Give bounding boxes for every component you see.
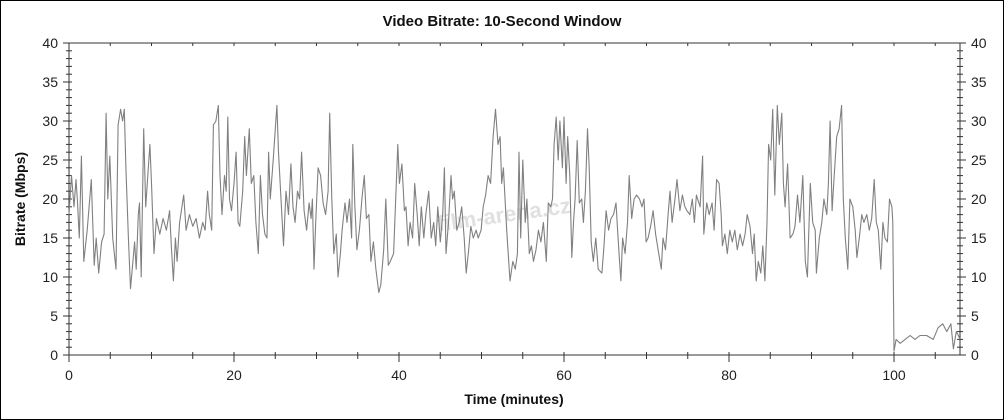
y-tick-label-left: 5 [50,308,58,324]
chart-title: Video Bitrate: 10-Second Window [383,13,622,30]
y-tick-label-right: 10 [971,269,987,285]
series-group [68,104,961,352]
x-tick-label: 0 [65,367,73,383]
y-tick-label-left: 20 [42,191,58,207]
y-tick-label-right: 25 [971,152,987,168]
y-tick-label-left: 25 [42,152,58,168]
y-axis-title: Bitrate (Mbps) [12,152,28,246]
y-tick-label-right: 0 [971,347,979,363]
y-tick-label-right: 40 [971,35,987,51]
y-tick-label-left: 0 [50,347,58,363]
y-tick-label-right: 15 [971,230,987,246]
y-tick-label-right: 20 [971,191,987,207]
y-tick-label-right: 30 [971,113,987,129]
x-tick-label: 20 [226,367,242,383]
y-tick-label-right: 35 [971,74,987,90]
y-tick-label-left: 40 [42,35,58,51]
x-tick-label: 60 [556,367,572,383]
x-tick-label: 100 [882,367,906,383]
y-tick-label-right: 5 [971,308,979,324]
y-tick-label-left: 15 [42,230,58,246]
x-tick-label: 80 [721,367,737,383]
y-tick-label-left: 35 [42,74,58,90]
bitrate-line [68,104,961,352]
y-tick-label-left: 10 [42,269,58,285]
x-tick-label: 40 [391,367,407,383]
y-tick-label-left: 30 [42,113,58,129]
x-axis-title: Time (minutes) [464,391,563,407]
